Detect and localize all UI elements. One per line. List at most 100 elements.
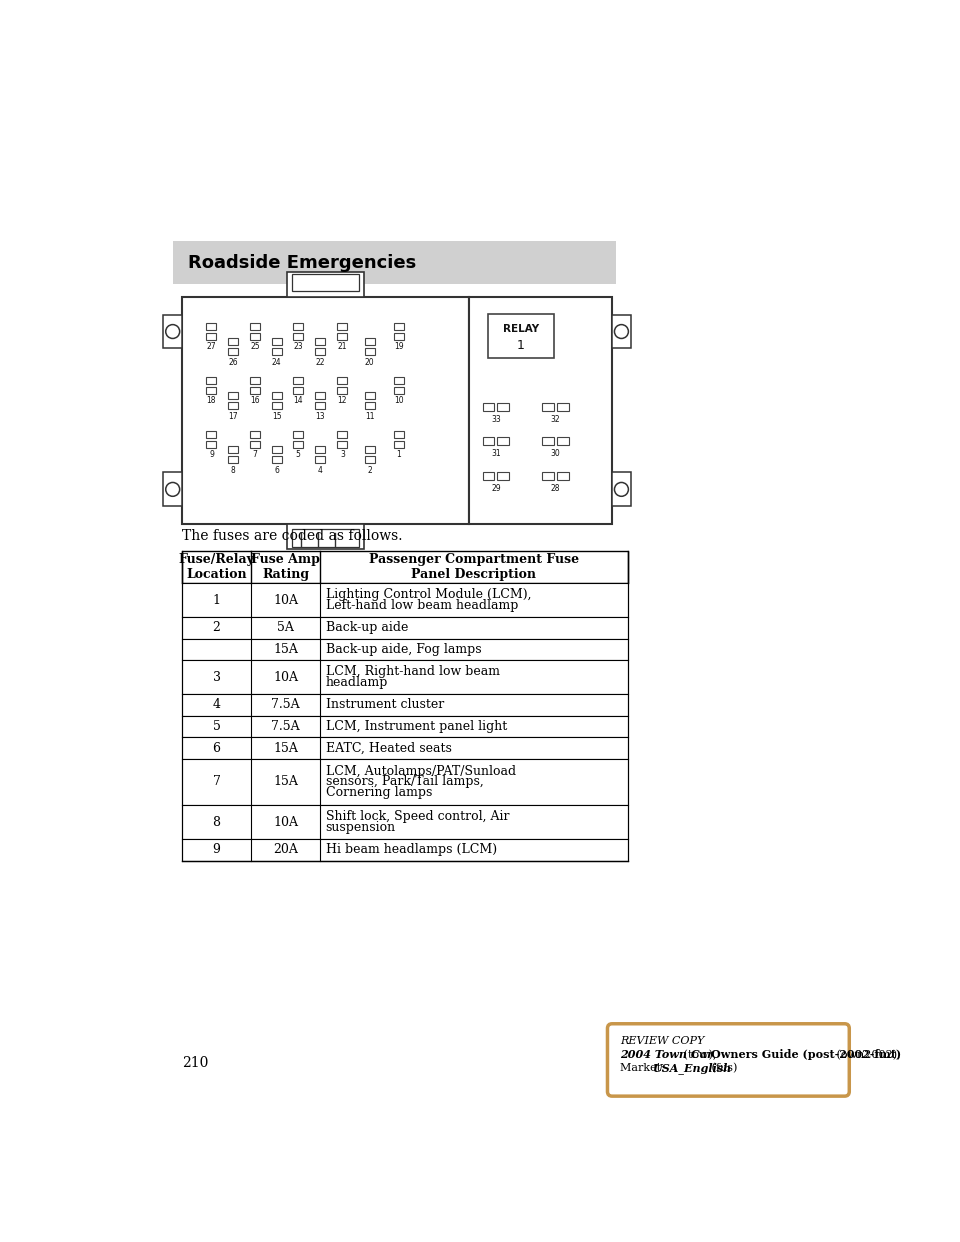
Text: LCM, Instrument panel light: LCM, Instrument panel light bbox=[325, 720, 507, 733]
Bar bbox=[163, 314, 182, 349]
Bar bbox=[182, 694, 628, 715]
Bar bbox=[394, 333, 404, 340]
Text: 20A: 20A bbox=[274, 843, 298, 856]
Text: 11: 11 bbox=[365, 411, 374, 421]
Bar bbox=[182, 661, 628, 694]
Text: 25: 25 bbox=[250, 343, 259, 351]
Text: 6: 6 bbox=[212, 741, 221, 755]
Text: 1: 1 bbox=[396, 450, 401, 460]
Bar bbox=[206, 441, 217, 448]
Bar bbox=[468, 297, 612, 524]
Text: Cornering lamps: Cornering lamps bbox=[325, 786, 432, 800]
Bar bbox=[228, 402, 238, 410]
Text: RELAY: RELAY bbox=[503, 324, 540, 334]
Bar bbox=[182, 838, 628, 861]
Bar bbox=[315, 402, 325, 410]
Bar bbox=[394, 388, 404, 394]
Text: Market:: Market: bbox=[620, 1063, 672, 1073]
Text: 7: 7 bbox=[252, 450, 257, 460]
Bar bbox=[497, 437, 509, 445]
Bar bbox=[182, 759, 628, 805]
Text: Fuse Amp
Rating: Fuse Amp Rating bbox=[252, 553, 320, 581]
Text: LCM, Autolamps/PAT/Sunload: LCM, Autolamps/PAT/Sunload bbox=[325, 765, 516, 777]
Bar bbox=[497, 404, 509, 411]
Text: 10A: 10A bbox=[273, 594, 299, 607]
Bar bbox=[163, 472, 182, 507]
Text: 2: 2 bbox=[212, 621, 221, 635]
Text: 5: 5 bbox=[296, 450, 300, 460]
Text: 5: 5 bbox=[212, 720, 221, 733]
Bar bbox=[206, 388, 217, 394]
Text: 33: 33 bbox=[491, 415, 501, 424]
Bar bbox=[542, 472, 554, 481]
Text: Hi beam headlamps (LCM): Hi beam headlamps (LCM) bbox=[325, 843, 496, 856]
Text: 29: 29 bbox=[492, 484, 501, 493]
Bar bbox=[315, 349, 325, 355]
Bar bbox=[557, 437, 568, 445]
Bar bbox=[483, 472, 494, 481]
Bar bbox=[337, 333, 348, 340]
Text: 21: 21 bbox=[338, 343, 348, 351]
Bar bbox=[293, 323, 303, 330]
Bar bbox=[315, 446, 325, 453]
Text: 13: 13 bbox=[315, 411, 324, 421]
Bar bbox=[365, 339, 374, 345]
Bar bbox=[182, 584, 628, 617]
Bar bbox=[365, 392, 374, 399]
Bar bbox=[228, 349, 238, 355]
Text: Owners Guide (post-2002-fmt): Owners Guide (post-2002-fmt) bbox=[711, 1049, 901, 1061]
Bar bbox=[272, 339, 281, 345]
Bar bbox=[173, 241, 616, 283]
Text: 20: 20 bbox=[365, 358, 374, 366]
Bar bbox=[250, 388, 260, 394]
Text: 15A: 15A bbox=[274, 643, 298, 656]
Bar bbox=[337, 431, 348, 437]
Text: Roadside Emergencies: Roadside Emergencies bbox=[188, 253, 417, 272]
Text: 3: 3 bbox=[212, 671, 221, 684]
Bar bbox=[612, 472, 631, 507]
Bar bbox=[394, 378, 404, 384]
Bar bbox=[182, 805, 628, 838]
Bar bbox=[483, 404, 494, 411]
Bar bbox=[272, 402, 281, 410]
Bar bbox=[557, 404, 568, 411]
Circle shape bbox=[166, 324, 180, 339]
Bar bbox=[292, 273, 359, 292]
Bar bbox=[315, 339, 325, 345]
Text: 28: 28 bbox=[551, 484, 561, 493]
Text: 7.5A: 7.5A bbox=[272, 698, 300, 712]
Bar bbox=[206, 323, 217, 330]
Bar bbox=[394, 323, 404, 330]
Bar bbox=[182, 551, 628, 584]
Bar bbox=[483, 437, 494, 445]
Bar bbox=[250, 323, 260, 330]
Text: 16: 16 bbox=[250, 396, 259, 405]
Text: REVIEW COPY: REVIEW COPY bbox=[620, 1036, 705, 1046]
Bar bbox=[293, 378, 303, 384]
Text: 15A: 15A bbox=[274, 775, 298, 789]
Text: 10: 10 bbox=[395, 396, 404, 405]
Text: EATC, Heated seats: EATC, Heated seats bbox=[325, 741, 451, 755]
Text: Fuse/Relay
Location: Fuse/Relay Location bbox=[179, 553, 254, 581]
Bar bbox=[557, 472, 568, 481]
Text: 9: 9 bbox=[209, 450, 214, 460]
Text: 3: 3 bbox=[340, 450, 345, 460]
Bar bbox=[337, 388, 348, 394]
Bar bbox=[228, 446, 238, 453]
Bar bbox=[337, 323, 348, 330]
Text: 7: 7 bbox=[212, 775, 221, 789]
Text: 7.5A: 7.5A bbox=[272, 720, 300, 733]
Text: 2: 2 bbox=[367, 466, 372, 474]
Bar bbox=[394, 431, 404, 437]
Text: 10A: 10A bbox=[273, 816, 299, 828]
Bar bbox=[365, 446, 374, 453]
Text: 5A: 5A bbox=[277, 621, 294, 635]
Bar bbox=[337, 378, 348, 384]
Bar bbox=[293, 333, 303, 340]
Text: 17: 17 bbox=[228, 411, 238, 421]
Bar bbox=[292, 529, 359, 548]
Text: 4: 4 bbox=[318, 466, 323, 474]
Text: 22: 22 bbox=[315, 358, 324, 366]
Text: LCM, Right-hand low beam: LCM, Right-hand low beam bbox=[325, 666, 499, 678]
Bar bbox=[206, 378, 217, 384]
